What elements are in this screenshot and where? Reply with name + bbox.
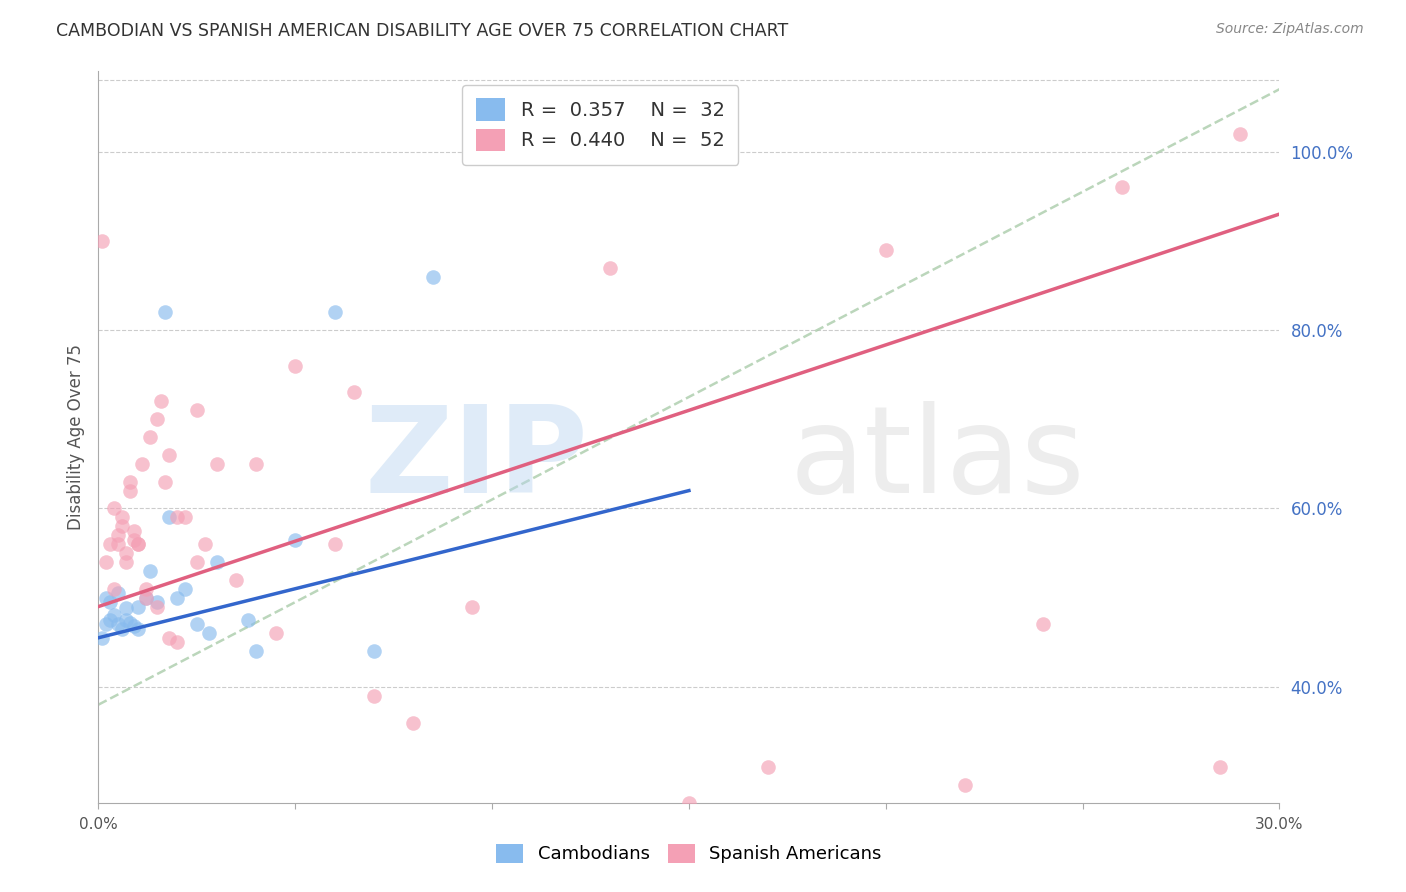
Point xyxy=(166,591,188,605)
Point xyxy=(205,457,228,471)
Point xyxy=(157,631,180,645)
Point xyxy=(111,510,134,524)
Point xyxy=(323,537,346,551)
Point xyxy=(264,626,287,640)
Point xyxy=(363,689,385,703)
Point xyxy=(599,260,621,275)
Point xyxy=(678,796,700,810)
Point xyxy=(166,510,188,524)
Point xyxy=(343,385,366,400)
Point xyxy=(155,475,177,489)
Point xyxy=(150,394,173,409)
Point xyxy=(127,537,149,551)
Point xyxy=(236,613,259,627)
Point xyxy=(96,555,118,569)
Y-axis label: Disability Age Over 75: Disability Age Over 75 xyxy=(66,344,84,530)
Point xyxy=(107,586,129,600)
Legend: Cambodians, Spanish Americans: Cambodians, Spanish Americans xyxy=(489,837,889,871)
Point xyxy=(98,595,121,609)
Point xyxy=(107,528,129,542)
Point xyxy=(111,622,134,636)
Point xyxy=(756,760,779,774)
Point xyxy=(422,269,444,284)
Point xyxy=(135,582,157,596)
Point xyxy=(91,234,114,248)
Point xyxy=(118,475,141,489)
Point xyxy=(96,617,118,632)
Point xyxy=(402,715,425,730)
Point xyxy=(118,483,141,498)
Point xyxy=(131,457,153,471)
Point xyxy=(127,599,149,614)
Point xyxy=(118,615,141,630)
Point xyxy=(197,626,219,640)
Point xyxy=(284,359,307,373)
Point xyxy=(166,635,188,649)
Point xyxy=(323,305,346,319)
Point xyxy=(96,591,118,605)
Point xyxy=(146,595,169,609)
Point xyxy=(103,501,125,516)
Point xyxy=(146,599,169,614)
Point xyxy=(127,622,149,636)
Point xyxy=(107,537,129,551)
Point xyxy=(174,582,197,596)
Point xyxy=(1229,127,1251,141)
Point xyxy=(1111,180,1133,194)
Point xyxy=(1032,617,1054,632)
Point xyxy=(363,644,385,658)
Point xyxy=(157,510,180,524)
Point xyxy=(135,591,157,605)
Point xyxy=(138,564,160,578)
Point xyxy=(186,617,208,632)
Point xyxy=(194,537,217,551)
Point xyxy=(245,644,267,658)
Text: ZIP: ZIP xyxy=(364,401,589,517)
Point xyxy=(111,519,134,533)
Point xyxy=(186,555,208,569)
Point xyxy=(107,617,129,632)
Point xyxy=(98,613,121,627)
Point xyxy=(953,778,976,792)
Text: atlas: atlas xyxy=(789,401,1085,517)
Point xyxy=(225,573,247,587)
Text: Source: ZipAtlas.com: Source: ZipAtlas.com xyxy=(1216,22,1364,37)
Point xyxy=(174,510,197,524)
Point xyxy=(115,601,138,615)
Point xyxy=(103,582,125,596)
Point xyxy=(91,631,114,645)
Point xyxy=(122,524,145,538)
Point xyxy=(115,546,138,560)
Point xyxy=(186,403,208,417)
Point xyxy=(155,305,177,319)
Point xyxy=(115,613,138,627)
Point xyxy=(127,537,149,551)
Point xyxy=(205,555,228,569)
Point xyxy=(122,533,145,547)
Point xyxy=(284,533,307,547)
Point xyxy=(157,448,180,462)
Point xyxy=(103,608,125,623)
Point xyxy=(461,599,484,614)
Point xyxy=(115,555,138,569)
Point xyxy=(135,591,157,605)
Point xyxy=(1209,760,1232,774)
Point xyxy=(245,457,267,471)
Point xyxy=(875,243,897,257)
Text: CAMBODIAN VS SPANISH AMERICAN DISABILITY AGE OVER 75 CORRELATION CHART: CAMBODIAN VS SPANISH AMERICAN DISABILITY… xyxy=(56,22,789,40)
Point xyxy=(146,412,169,426)
Point xyxy=(98,537,121,551)
Point xyxy=(122,619,145,633)
Point xyxy=(138,430,160,444)
